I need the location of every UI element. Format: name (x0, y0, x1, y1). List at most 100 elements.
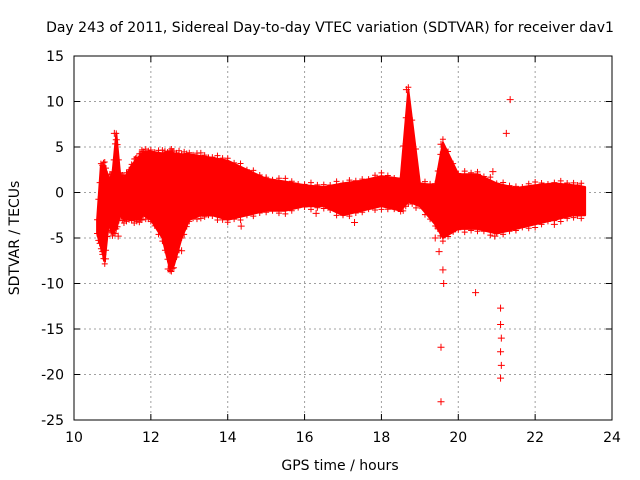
data-point (384, 206, 391, 213)
data-point (147, 218, 154, 225)
data-point (532, 224, 539, 231)
data-point (126, 166, 133, 173)
data-point (320, 181, 327, 188)
x-tick-label: 24 (603, 430, 621, 446)
x-tick-label: 22 (526, 430, 544, 446)
data-point (506, 96, 514, 104)
data-point (178, 247, 186, 255)
data-point (140, 212, 147, 219)
data-point (219, 155, 226, 162)
data-point (497, 348, 505, 356)
data-point (288, 178, 295, 185)
data-point (455, 226, 462, 233)
data-point (491, 232, 499, 240)
data-point (155, 231, 162, 238)
data-point (519, 224, 526, 231)
data-point (500, 179, 507, 186)
data-point (98, 220, 106, 228)
data-point (263, 209, 270, 216)
data-point (110, 229, 117, 236)
data-point (95, 237, 102, 244)
data-point (340, 212, 346, 219)
data-point (250, 213, 257, 220)
data-point (178, 235, 185, 241)
data-point (159, 147, 166, 154)
data-point (109, 168, 116, 175)
data-point (427, 180, 434, 187)
data-point (104, 233, 111, 240)
data-point (314, 204, 321, 211)
data-point (256, 172, 263, 179)
x-tick-label: 12 (142, 430, 160, 446)
y-tick-label: -10 (41, 277, 64, 293)
data-point (439, 238, 446, 245)
data-point (237, 160, 244, 167)
data-point (480, 173, 487, 180)
data-point (437, 343, 445, 351)
data-point (99, 248, 106, 255)
data-point (118, 213, 125, 220)
data-point (237, 216, 244, 223)
data-point (114, 141, 121, 148)
data-point (183, 150, 190, 157)
data-point (378, 206, 385, 213)
data-point (307, 206, 314, 213)
data-point (384, 172, 391, 179)
data-point (181, 231, 188, 238)
data-point (183, 223, 190, 230)
data-point (421, 211, 428, 218)
data-point (243, 212, 250, 219)
data-point (497, 374, 505, 382)
data-point (176, 147, 183, 154)
data-point (544, 181, 551, 188)
data-point (538, 180, 545, 187)
data-point (269, 207, 276, 214)
data-point (391, 206, 398, 213)
data-point (115, 156, 122, 163)
data-point (439, 136, 446, 143)
data-point (437, 140, 445, 148)
data-point (295, 204, 302, 211)
data-point (450, 160, 457, 167)
data-point (431, 234, 439, 242)
sdtvar-dense-band (96, 88, 587, 271)
data-point (455, 170, 462, 177)
data-point (461, 229, 468, 236)
data-point (243, 166, 250, 173)
data-point (201, 213, 208, 220)
data-point (168, 268, 175, 275)
data-point (432, 180, 439, 187)
data-point (333, 212, 340, 219)
data-point (434, 225, 441, 232)
data-point (525, 225, 532, 232)
data-point (474, 228, 481, 235)
data-point (570, 179, 577, 186)
data-point (269, 176, 276, 183)
data-point (432, 222, 439, 229)
data-point (497, 304, 505, 312)
data-point (307, 179, 314, 186)
data-point (487, 174, 494, 181)
data-point (214, 152, 221, 159)
data-point (557, 177, 564, 184)
data-point (421, 178, 428, 185)
data-point (435, 248, 443, 256)
data-point (145, 147, 152, 154)
data-point (161, 148, 168, 155)
data-point (161, 247, 168, 254)
data-point (416, 203, 423, 210)
data-point (445, 148, 452, 155)
data-point (110, 156, 117, 163)
data-point (532, 179, 539, 186)
data-point (103, 175, 111, 183)
data-point (461, 168, 468, 175)
data-point (578, 215, 585, 222)
data-point (126, 216, 133, 223)
data-point (151, 222, 158, 229)
data-point (406, 138, 414, 146)
data-point (574, 182, 581, 189)
data-point (440, 280, 448, 287)
data-point (197, 149, 204, 156)
data-point (112, 136, 120, 144)
data-point (103, 165, 110, 172)
